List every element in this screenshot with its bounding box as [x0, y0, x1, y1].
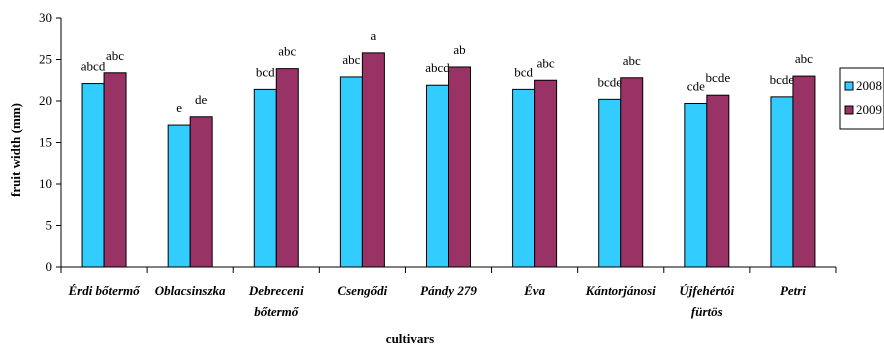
- data-label: bcd: [256, 64, 275, 79]
- bar-2008: [684, 102, 708, 268]
- category-label: Kántorjánosi: [585, 283, 656, 298]
- legend-box: [839, 67, 884, 130]
- bar-2009: [103, 72, 127, 268]
- bar-2008: [770, 96, 794, 268]
- category-label: Petri: [780, 283, 806, 298]
- data-label: de: [195, 92, 208, 107]
- bar-2009: [361, 52, 385, 268]
- category-label: Pándy 279: [420, 283, 477, 298]
- y-tick-label: 10: [39, 176, 52, 191]
- bar-2009: [189, 116, 213, 268]
- bar-2008: [167, 124, 191, 268]
- bar-2009: [534, 79, 558, 268]
- data-label: cde: [687, 78, 705, 93]
- data-label: bcde: [770, 72, 795, 87]
- data-label: bcde: [706, 70, 731, 85]
- bars: [81, 52, 816, 268]
- legend-label: 2009: [856, 102, 882, 117]
- data-label: abc: [342, 52, 360, 67]
- data-label: abc: [795, 51, 813, 66]
- category-label: Éva: [523, 283, 545, 298]
- category-label: Érdi bőtermő: [67, 283, 141, 298]
- axes: 0 5 10 15 20 25 30 Érdi bőtermő Oblacsinszka Debr…: [39, 10, 837, 319]
- legend-swatch: [844, 81, 854, 91]
- data-label: bcd: [514, 64, 533, 79]
- data-label: abc: [106, 48, 124, 63]
- y-tick-label: 15: [39, 135, 52, 150]
- bar-2008: [339, 76, 363, 268]
- y-tick-label: 20: [39, 93, 52, 108]
- legend-swatch: [844, 105, 854, 115]
- bar-2008: [253, 88, 277, 268]
- data-label: ab: [453, 42, 465, 57]
- bar-2009: [620, 77, 644, 268]
- y-tick-label: 0: [46, 259, 53, 274]
- bar-2009: [275, 68, 299, 268]
- category-label: Újfehértói fürtös: [679, 283, 734, 319]
- bar-2009: [706, 94, 730, 268]
- data-label: abcd: [425, 60, 450, 75]
- y-tick-label: 25: [39, 52, 52, 67]
- bar-2008: [426, 84, 449, 268]
- data-label: a: [370, 28, 376, 43]
- legend-label: 2008: [856, 78, 882, 93]
- bar-2009: [448, 66, 471, 268]
- category-label: Oblacsinszka: [155, 283, 226, 298]
- x-axis-title: cultivars: [386, 331, 434, 346]
- legend: 2008 2009: [839, 67, 884, 130]
- data-label: abc: [537, 55, 555, 70]
- data-label: bcde: [597, 74, 622, 89]
- data-label: abc: [278, 44, 296, 59]
- y-tick-label: 5: [46, 218, 53, 233]
- bar-2008: [81, 83, 105, 268]
- data-label: abc: [623, 53, 641, 68]
- y-tick-label: 30: [39, 10, 52, 25]
- data-label: e: [176, 100, 182, 115]
- y-axis-title: fruit width (mm): [8, 103, 23, 197]
- bar-2008: [598, 98, 622, 268]
- category-label: Debreceni bőtermő: [248, 283, 304, 319]
- bar-2009: [792, 75, 816, 268]
- category-label: Csengődi: [337, 283, 387, 298]
- data-label: abcd: [81, 59, 106, 74]
- bar-2008: [512, 88, 536, 268]
